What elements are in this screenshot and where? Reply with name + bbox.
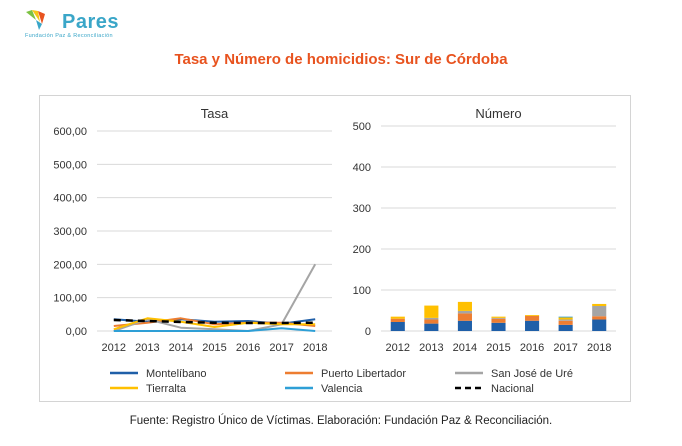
x-tick-label: 2015 — [486, 342, 510, 354]
source-note: Fuente: Registro Único de Víctimas. Elab… — [129, 415, 553, 427]
x-tick-label: 2013 — [419, 342, 443, 354]
legend-label: Puerto Libertador — [321, 368, 406, 380]
x-tick-label: 2017 — [553, 342, 577, 354]
bar-segment — [558, 316, 573, 318]
y-tick-label: 300,00 — [53, 226, 87, 238]
x-tick-label: 2017 — [269, 342, 293, 354]
bar-segment — [558, 320, 573, 325]
bar-segment — [390, 321, 405, 331]
y-tick-label: 0,00 — [66, 326, 87, 338]
y-tick-label: 500 — [353, 121, 371, 133]
bar-segment — [558, 324, 573, 331]
bar-segment — [558, 317, 573, 320]
brand-tagline: Fundación Paz & Reconciliación — [25, 33, 113, 39]
bar-segment — [424, 305, 439, 318]
y-tick-label: 500,00 — [53, 159, 87, 171]
y-tick-label: 100 — [353, 285, 371, 297]
bar-segment — [491, 317, 506, 319]
bar-segment — [558, 319, 573, 321]
bar-segment — [491, 318, 506, 323]
bar-segment — [525, 315, 540, 321]
bar-segment — [592, 303, 607, 306]
bar-segment — [525, 315, 540, 316]
bar-segment — [491, 322, 506, 331]
x-tick-label: 2016 — [520, 342, 544, 354]
chart-title: Tasa — [201, 106, 229, 121]
bird-logo-icon — [26, 10, 45, 30]
bar-segment — [424, 323, 439, 331]
pares-logo: Pares Fundación Paz & Reconciliación — [22, 8, 142, 42]
bar-segment — [390, 318, 405, 322]
chart-figure: Tasa 0,00 100,00 200,00 300,00 400,00 500,00 60… — [39, 95, 631, 402]
series-line — [113, 317, 316, 331]
y-tick-label: 0 — [365, 326, 371, 338]
x-tick-label: 2014 — [169, 342, 193, 354]
y-tick-label: 300 — [353, 203, 371, 215]
bar-segment — [525, 320, 540, 331]
series-line — [113, 327, 316, 332]
bar-segment — [424, 319, 439, 324]
x-tick-label: 2015 — [202, 342, 226, 354]
x-tick-label: 2016 — [236, 342, 260, 354]
y-tick-label: 600,00 — [53, 126, 87, 138]
chart-title: Número — [475, 106, 521, 121]
bar-segment — [457, 301, 472, 311]
y-tick-label: 200 — [353, 244, 371, 256]
x-tick-label: 2018 — [303, 342, 327, 354]
series-line — [113, 318, 316, 325]
y-tick-label: 400,00 — [53, 193, 87, 205]
bar-segment — [390, 316, 405, 319]
x-tick-label: 2012 — [386, 342, 410, 354]
legend-label: Tierralta — [146, 383, 187, 395]
bar-segment — [592, 319, 607, 331]
legend-label: Valencia — [321, 383, 363, 395]
chart-canvas: Tasa 0,00 100,00 200,00 300,00 400,00 500,00 60… — [53, 106, 616, 395]
bar-segment — [457, 313, 472, 321]
bar-segment — [457, 320, 472, 331]
y-tick-label: 200,00 — [53, 259, 87, 271]
brand-name: Pares — [62, 11, 119, 33]
x-tick-label: 2012 — [102, 342, 126, 354]
y-tick-label: 400 — [353, 162, 371, 174]
bar-segment — [592, 316, 607, 320]
x-tick-label: 2014 — [453, 342, 477, 354]
page-title: Tasa y Número de homicidios: Sur de Córd… — [174, 51, 508, 68]
bar-segment — [491, 316, 506, 318]
y-tick-label: 100,00 — [53, 293, 87, 305]
legend-label: Nacional — [491, 383, 534, 395]
bar-segment — [457, 310, 472, 314]
bar-segment — [592, 305, 607, 317]
x-tick-label: 2018 — [587, 342, 611, 354]
legend-label: Montelíbano — [146, 368, 207, 380]
bar-segment — [424, 317, 439, 320]
legend-label: San José de Uré — [491, 368, 573, 380]
x-tick-label: 2013 — [135, 342, 159, 354]
